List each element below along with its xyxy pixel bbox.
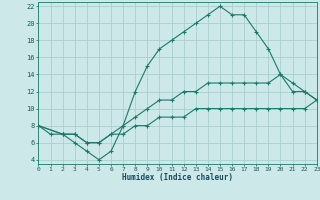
X-axis label: Humidex (Indice chaleur): Humidex (Indice chaleur) [122, 173, 233, 182]
